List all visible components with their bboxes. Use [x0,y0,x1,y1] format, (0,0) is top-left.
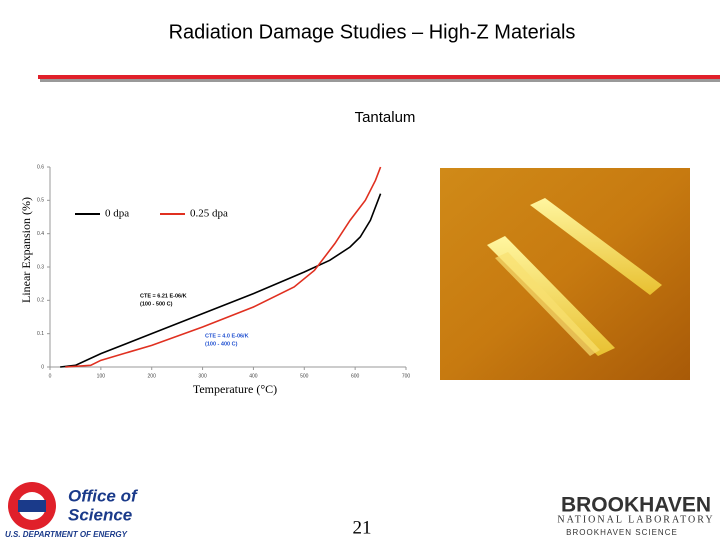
title-rule-shadow [40,79,720,82]
logo-text: NATIONAL LABORATORY [557,514,714,525]
logo-text: Science [68,505,132,524]
data-line [65,166,382,368]
x-tick-label: 400 [249,373,258,379]
x-tick-label: 700 [402,373,411,379]
annotation: (100 - 500 C) [140,301,173,307]
slide-title: Radiation Damage Studies – High-Z Materi… [169,21,576,43]
x-axis-label: Temperature (°C) [193,382,277,396]
logo-text: Office of [68,486,139,505]
x-tick-label: 100 [97,373,106,379]
annotation: CTE = 4.0 E-06/K [205,333,249,339]
y-tick-label: 0.2 [37,298,44,304]
y-tick-label: 0.6 [37,164,44,170]
title-rule [38,75,720,79]
x-tick-label: 300 [198,373,207,379]
logo-right: BROOKHAVEN NATIONAL LABORATORY BROOKHAVE… [557,494,714,538]
legend-label: 0.25 dpa [190,208,228,220]
page-number: 21 [353,517,372,538]
x-tick-label: 600 [351,373,360,379]
y-tick-label: 0.4 [37,231,44,237]
photo [440,168,690,380]
y-tick-label: 0.1 [37,331,44,337]
y-axis-label: Linear Expansion (%) [19,197,33,303]
annotation: (100 - 400 C) [205,341,238,347]
logo-text: BROOKHAVEN [561,494,711,517]
legend-label: 0 dpa [105,208,129,220]
data-line [60,193,382,368]
chart: 0 0.1 0.2 0.3 0.4 0.5 0.6 0 100 200 300 400 500 600 70… [19,164,411,395]
x-tick-label: 200 [148,373,157,379]
x-tick-label: 500 [300,373,309,379]
y-tick-label: 0 [41,364,44,370]
y-tick-label: 0.5 [37,198,44,204]
subtitle: Tantalum [355,109,416,126]
annotation: CTE = 6.21 E-06/K [140,293,187,299]
logo-text: BROOKHAVEN SCIENCE [566,528,678,537]
x-tick-label: 0 [49,373,52,379]
logo-left: Office of Science U.S. DEPARTMENT OF ENE… [5,482,139,539]
y-tick-label: 0.3 [37,264,44,270]
logo-text: U.S. DEPARTMENT OF ENERGY [5,530,128,539]
